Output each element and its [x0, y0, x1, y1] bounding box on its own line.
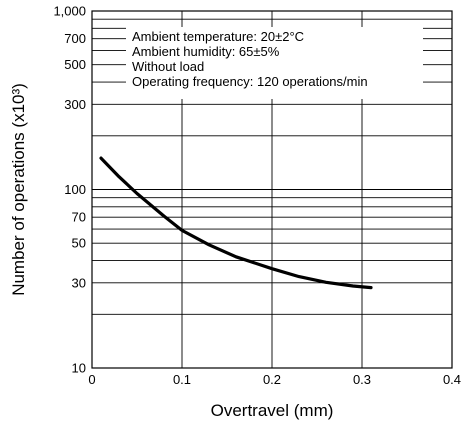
series-line	[99, 156, 373, 290]
plot-area	[91, 10, 453, 369]
y-tick-label: 70	[72, 210, 86, 225]
annotation-box	[126, 27, 423, 99]
series	[99, 156, 373, 290]
y-tick-label: 300	[64, 97, 86, 112]
x-tick-labels: 0 0.1 0.2 0.3 0.4	[88, 372, 461, 387]
y-tick-label: 10	[72, 361, 86, 376]
y-tick-label: 700	[64, 31, 86, 46]
y-axis-label: Number of operations (x10³)	[9, 83, 28, 296]
x-tick-label: 0.3	[353, 372, 371, 387]
x-axis-label: Overtravel (mm)	[211, 401, 334, 420]
y-tick-label: 500	[64, 57, 86, 72]
y-tick-label: 50	[72, 236, 86, 251]
annotation-line: Ambient humidity: 65±5%	[132, 44, 280, 59]
x-tick-label: 0.1	[173, 372, 191, 387]
x-tick-label: 0	[88, 372, 95, 387]
annotation-line: Operating frequency: 120 operations/min	[132, 74, 368, 89]
y-tick-label: 1,000	[53, 4, 86, 19]
x-tick-label: 0.4	[443, 372, 461, 387]
annotation-line: Without load	[132, 59, 204, 74]
annotation-line: Ambient temperature: 20±2°C	[132, 29, 304, 44]
y-tick-labels: 10 30 50 70 100 300 500 700 1,000	[53, 4, 86, 376]
y-tick-label: 30	[72, 275, 86, 290]
x-tick-label: 0.2	[263, 372, 281, 387]
y-tick-label: 100	[64, 182, 86, 197]
